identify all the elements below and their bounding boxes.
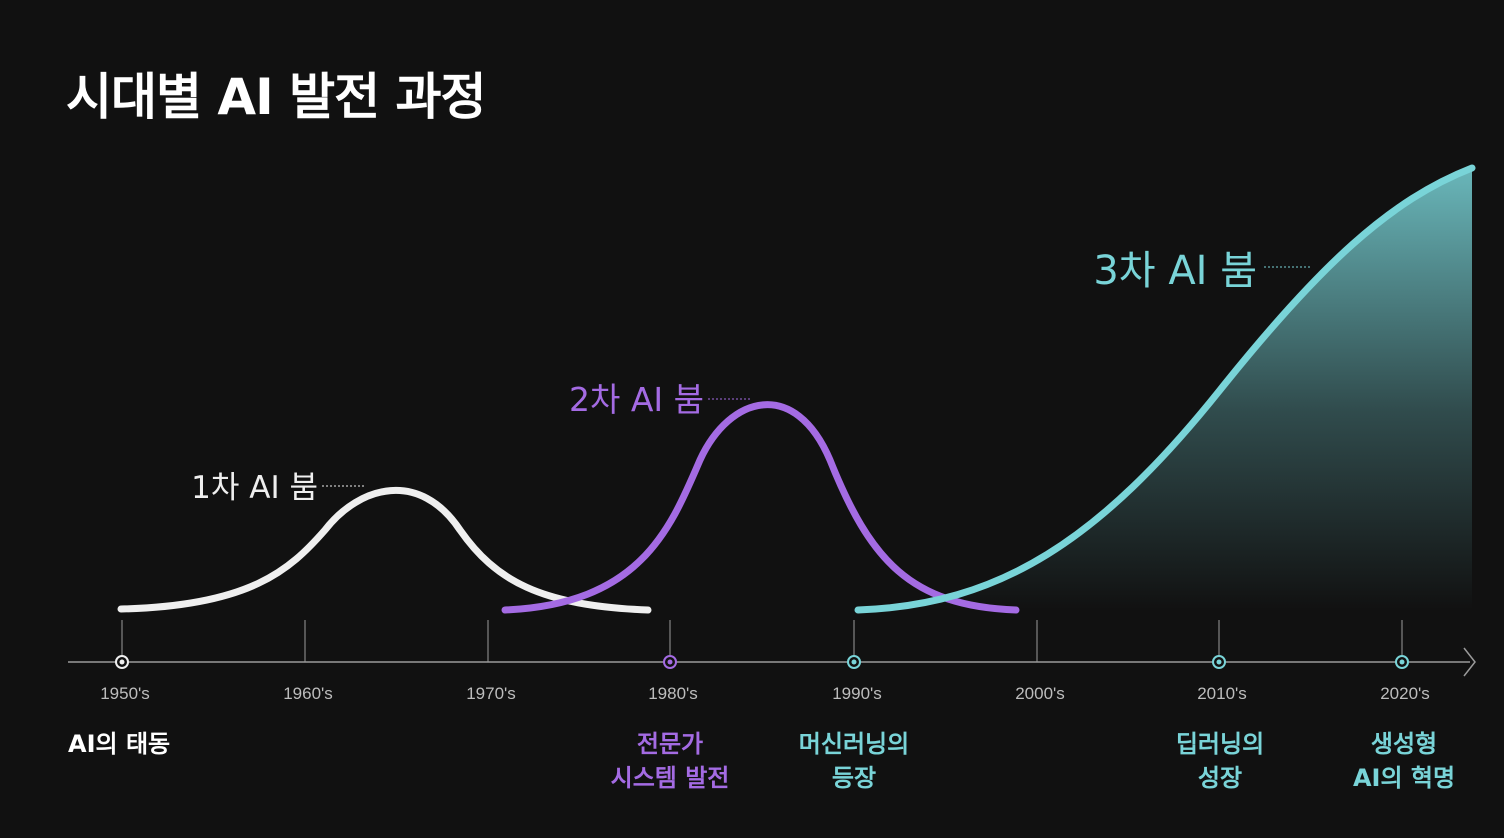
boom1-label: 1차 AI 붐 (191, 470, 318, 506)
boom2-curve (501, 401, 1020, 614)
milestone-line: 시스템 발전 (610, 764, 730, 792)
milestone-line: 머신러닝의 (798, 730, 910, 758)
origin-label: AI의 태동 (68, 730, 171, 758)
boom3-curve (854, 164, 1476, 614)
milestone-deep-learning: 딥러닝의 성장 (1110, 727, 1330, 795)
page-title: 시대별 AI 발전 과정 (66, 68, 487, 126)
milestone-expert-systems: 전문가 시스템 발전 (560, 727, 780, 795)
tick-label: 2000's (1015, 684, 1065, 703)
era-markers (115, 655, 1409, 669)
boom1-curve (117, 487, 652, 614)
boom3-label: 3차 AI 붐 (1093, 248, 1257, 294)
milestone-line: 등장 (831, 764, 877, 792)
milestone-machine-learning: 머신러닝의 등장 (744, 727, 964, 795)
tick-labels: 1950's 1960's 1970's 1980's 1990's 2000's 2010… (100, 684, 1430, 703)
tick-lines (121, 620, 1403, 662)
milestone-line: 딥러닝의 (1175, 730, 1265, 758)
milestone-line: 생성형 (1370, 730, 1438, 758)
boom3-area (858, 168, 1472, 610)
milestone-line: 전문가 (636, 730, 704, 758)
tick-label: 1960's (283, 684, 333, 703)
tick-label: 1970's (466, 684, 516, 703)
timeline-arrow-icon (1463, 647, 1476, 677)
tick-label: 1950's (100, 684, 150, 703)
tick-label: 1990's (832, 684, 882, 703)
tick-label: 1980's (648, 684, 698, 703)
tick-label: 2010's (1197, 684, 1247, 703)
milestone-generative-ai: 생성형 AI의 혁명 (1294, 727, 1504, 795)
tick-label: 2020's (1380, 684, 1430, 703)
boom2-label: 2차 AI 붐 (569, 380, 704, 419)
milestone-line: 성장 (1197, 764, 1243, 792)
milestone-line: AI의 혁명 (1352, 764, 1456, 792)
